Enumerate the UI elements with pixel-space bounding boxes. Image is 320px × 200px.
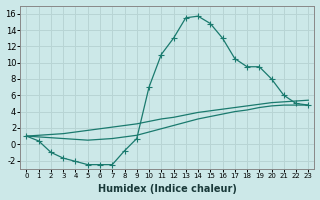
X-axis label: Humidex (Indice chaleur): Humidex (Indice chaleur) bbox=[98, 184, 237, 194]
